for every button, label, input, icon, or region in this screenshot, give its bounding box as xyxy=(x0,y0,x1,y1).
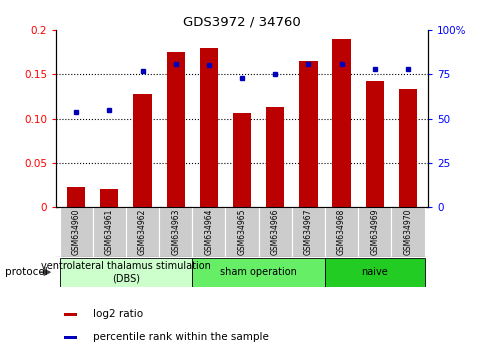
Text: GSM634960: GSM634960 xyxy=(72,209,81,255)
Bar xyxy=(60,207,93,257)
Bar xyxy=(125,207,159,257)
Bar xyxy=(166,52,184,207)
Text: GSM634970: GSM634970 xyxy=(403,209,411,255)
Bar xyxy=(299,61,317,207)
Bar xyxy=(390,207,424,257)
Text: GSM634961: GSM634961 xyxy=(104,209,114,255)
Bar xyxy=(325,258,424,287)
Title: GDS3972 / 34760: GDS3972 / 34760 xyxy=(183,16,300,29)
Text: ventrolateral thalamus stimulation
(DBS): ventrolateral thalamus stimulation (DBS) xyxy=(41,261,210,283)
Text: GSM634968: GSM634968 xyxy=(336,209,346,255)
Text: naive: naive xyxy=(361,267,387,277)
Text: GSM634966: GSM634966 xyxy=(270,209,279,255)
Bar xyxy=(332,39,350,207)
Bar xyxy=(325,207,357,257)
Bar xyxy=(398,89,416,207)
Bar xyxy=(225,207,258,257)
Bar xyxy=(232,113,251,207)
Text: GSM634969: GSM634969 xyxy=(369,209,379,255)
Text: GSM634962: GSM634962 xyxy=(138,209,147,255)
Bar xyxy=(357,207,390,257)
Bar xyxy=(192,258,325,287)
Text: percentile rank within the sample: percentile rank within the sample xyxy=(93,332,269,342)
Bar xyxy=(365,80,383,207)
Text: GSM634965: GSM634965 xyxy=(237,209,246,255)
Bar xyxy=(265,107,284,207)
Bar xyxy=(63,336,77,339)
Bar xyxy=(67,187,85,207)
Bar xyxy=(291,207,325,257)
Bar xyxy=(199,48,218,207)
Text: GSM634964: GSM634964 xyxy=(204,209,213,255)
Bar xyxy=(93,207,125,257)
Text: sham operation: sham operation xyxy=(220,267,297,277)
Text: GSM634967: GSM634967 xyxy=(304,209,312,255)
Bar xyxy=(60,258,192,287)
Bar xyxy=(192,207,225,257)
Text: GSM634963: GSM634963 xyxy=(171,209,180,255)
Text: protocol: protocol xyxy=(5,267,47,277)
Bar xyxy=(133,94,151,207)
Text: log2 ratio: log2 ratio xyxy=(93,309,143,319)
Bar xyxy=(258,207,291,257)
Bar xyxy=(63,313,77,316)
Bar xyxy=(159,207,192,257)
Bar xyxy=(100,189,118,207)
